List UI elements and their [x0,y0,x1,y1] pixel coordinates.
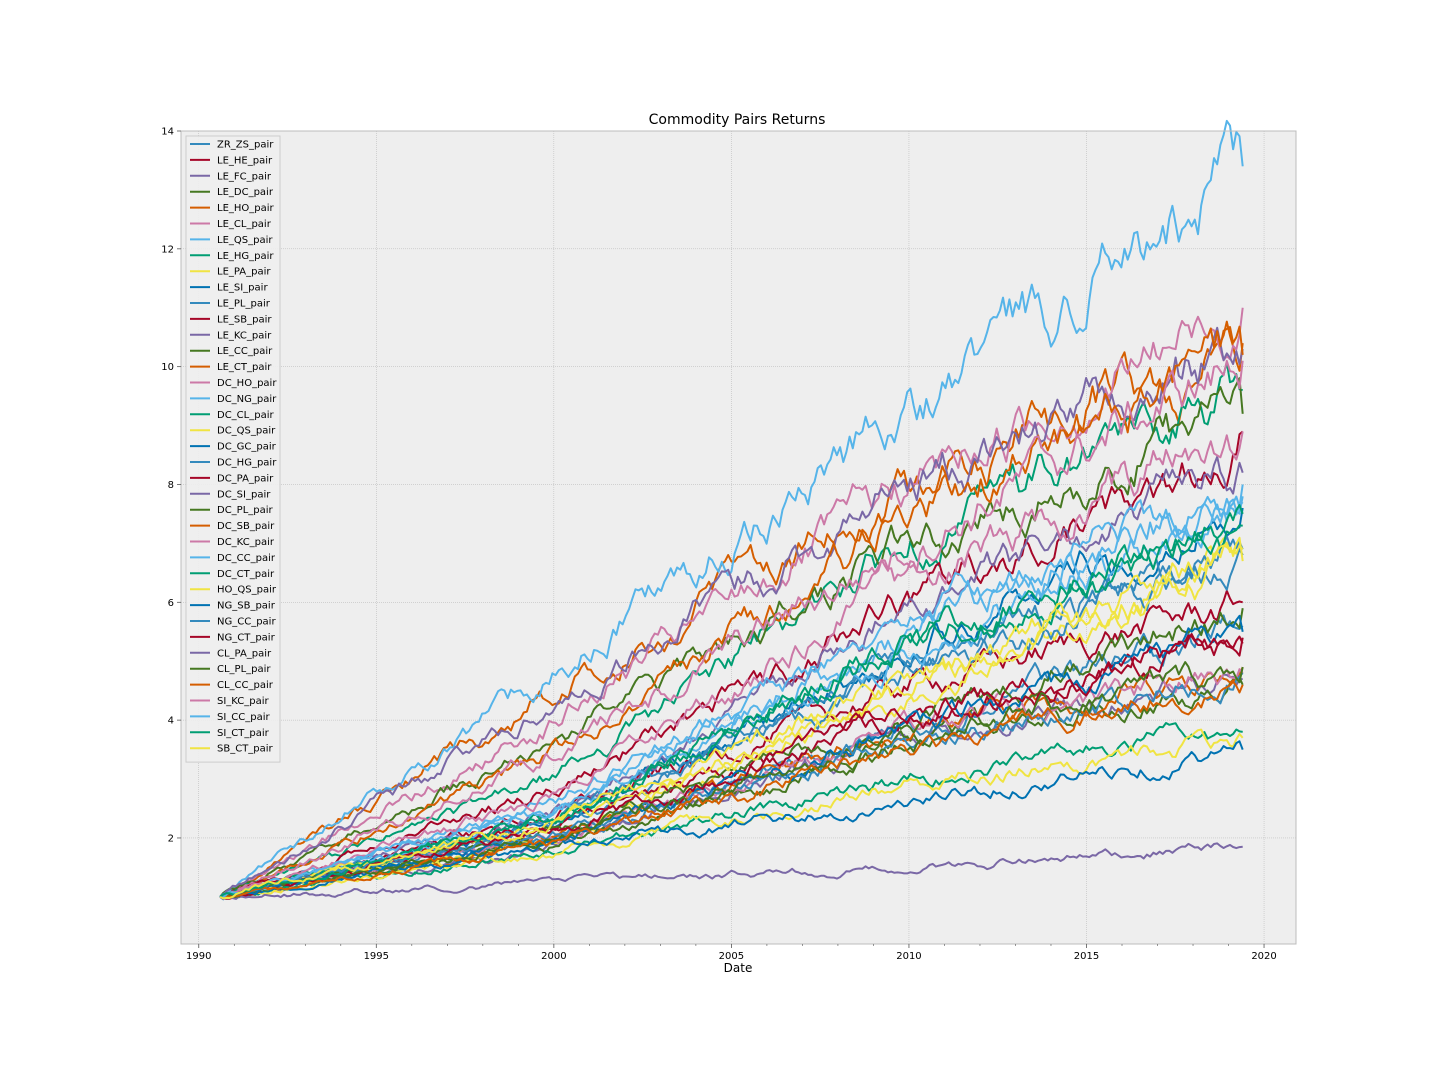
legend-label: SB_CT_pair [217,744,274,755]
legend-label: LE_QS_pair [217,235,273,246]
legend-label: LE_KC_pair [217,330,272,341]
x-axis-ticks: 1990 1995 2000 2005 2010 2015 2020 [186,944,1277,962]
series-line-HO_QS_pair [219,536,1244,898]
series-layer [219,119,1244,901]
y-tick-label: 10 [161,362,174,373]
y-tick-label: 2 [168,833,174,844]
series-line-DC_SI_pair [219,326,1244,898]
y-tick-label: 6 [168,598,174,609]
legend-label: LE_HE_pair [217,155,273,166]
series-line-DC_PL_pair [219,608,1244,898]
legend-label: DC_HO_pair [217,378,277,389]
legend-label: CL_PL_pair [217,664,271,675]
x-tick-label: 2010 [896,951,921,962]
legend-label: DC_CC_pair [217,553,276,564]
legend-label: DC_GC_pair [217,442,277,453]
legend-label: LE_PL_pair [217,299,271,310]
legend-label: NG_CC_pair [217,617,276,628]
series-line-DC_GC_pair [219,740,1244,899]
series-line-SB_CT_pair [219,541,1244,900]
series-line-LE_HO_pair [220,320,1244,899]
x-tick-label: 2015 [1074,951,1099,962]
series-line-DC_KC_pair [220,359,1244,898]
legend-label: SI_CC_pair [217,712,271,723]
legend-label: LE_CL_pair [217,219,272,230]
legend-label: DC_CT_pair [217,569,275,580]
legend-label: DC_QS_pair [217,426,276,437]
legend-label: DC_CL_pair [217,410,274,421]
chart-title: Commodity Pairs Returns [649,112,826,128]
series-line-LE_HG_pair [219,361,1243,898]
y-tick-label: 12 [161,244,174,255]
legend-label: SI_CT_pair [217,728,270,739]
legend-label: DC_SB_pair [217,521,275,532]
legend-label: DC_PL_pair [217,505,274,516]
series-line-DC_CC_pair [219,495,1244,898]
legend-label: DC_NG_pair [217,394,277,405]
legend-label: NG_CT_pair [217,632,276,643]
y-tick-label: 14 [161,127,174,138]
series-line-CL_PA_pair [219,842,1243,900]
legend-label: NG_SB_pair [217,601,276,612]
legend-label: LE_HG_pair [217,251,274,262]
series-line-CL_CC_pair [220,680,1244,898]
legend: ZR_ZS_pair LE_HE_pair LE_FC_pair LE_DC_pair… [185,135,281,763]
x-tick-label: 2005 [719,951,744,962]
series-line-LE_CC_pair [219,377,1244,898]
legend-label: CL_CC_pair [217,680,274,691]
y-axis-ticks: 2 4 6 8 10 12 14 [161,127,181,844]
y-tick-label: 4 [168,716,174,727]
series-line-SI_CC_pair [219,484,1244,899]
legend-label: DC_KC_pair [217,537,275,548]
legend-label: HO_QS_pair [217,585,277,596]
legend-label: LE_DC_pair [217,187,274,198]
x-tick-label: 2020 [1251,951,1276,962]
legend-label: ZR_ZS_pair [217,140,274,151]
legend-label: LE_CT_pair [217,362,272,373]
legend-label: LE_FC_pair [217,171,272,182]
x-axis-label: Date [724,961,753,975]
legend-label: DC_SI_pair [217,489,271,500]
legend-label: LE_HO_pair [217,203,275,214]
legend-label: LE_CC_pair [217,346,273,357]
legend-label: LE_PA_pair [217,267,271,278]
legend-label: LE_SI_pair [217,283,268,294]
series-line-DC_SB_pair [219,325,1244,898]
legend-label: CL_PA_pair [217,648,272,659]
legend-label: DC_HG_pair [217,458,277,469]
legend-label: LE_SB_pair [217,314,272,325]
plot-frame [180,130,1297,945]
x-tick-label: 2000 [541,951,566,962]
series-line-SI_KC_pair [219,431,1244,898]
x-tick-label: 1995 [364,951,389,962]
legend-label: SI_KC_pair [217,696,270,707]
y-tick-label: 8 [168,480,174,491]
x-tick-label: 1990 [186,951,211,962]
legend-label: DC_PA_pair [217,473,274,484]
series-line-LE_QS_pair [219,119,1244,898]
